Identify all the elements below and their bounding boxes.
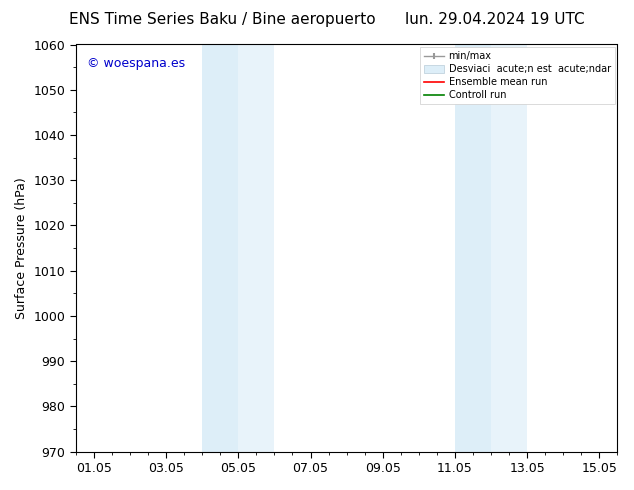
Legend: min/max, Desviaci  acute;n est  acute;ndar, Ensemble mean run, Controll run: min/max, Desviaci acute;n est acute;ndar… [420,48,614,104]
Bar [491,45,527,452]
Y-axis label: Surface Pressure (hPa): Surface Pressure (hPa) [15,177,28,319]
Bar [455,45,491,452]
Text: lun. 29.04.2024 19 UTC: lun. 29.04.2024 19 UTC [404,12,585,27]
Text: ENS Time Series Baku / Bine aeropuerto: ENS Time Series Baku / Bine aeropuerto [68,12,375,27]
Text: © woespana.es: © woespana.es [87,57,184,70]
Bar [202,45,238,452]
Bar [238,45,275,452]
